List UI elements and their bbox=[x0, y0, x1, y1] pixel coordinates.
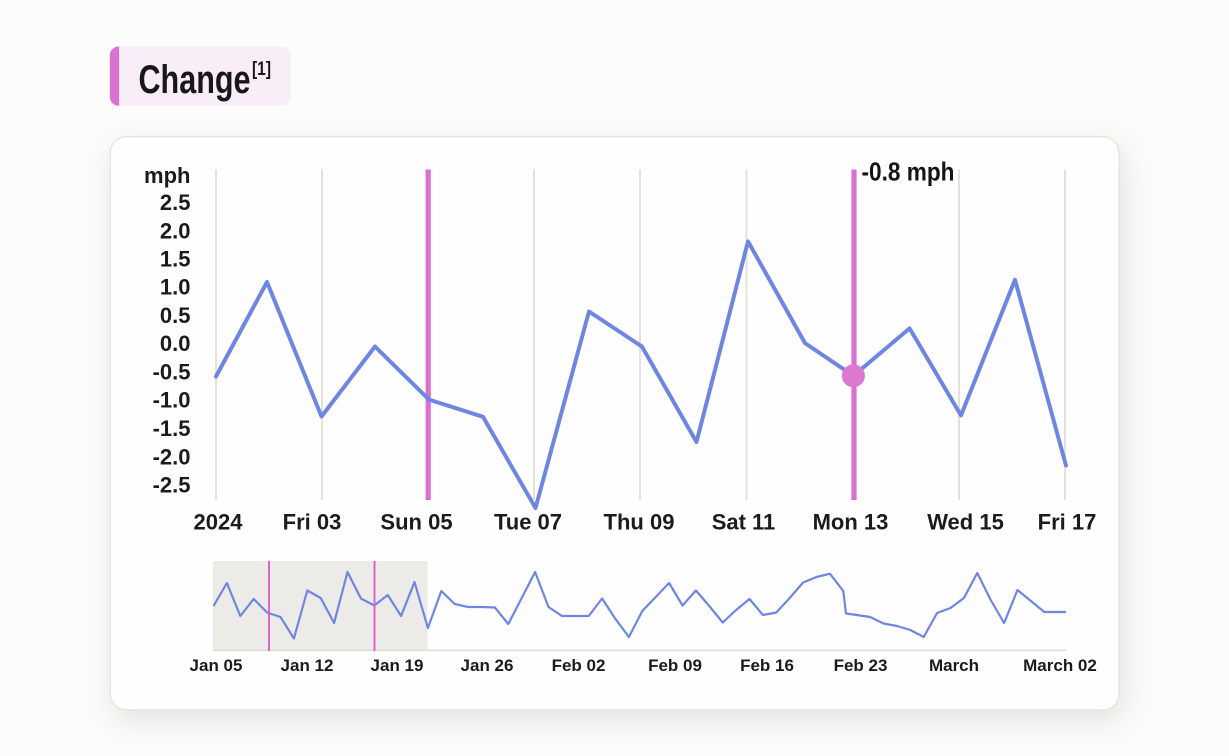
svg-text:-1.5: -1.5 bbox=[153, 416, 191, 441]
svg-text:-2.0: -2.0 bbox=[153, 444, 191, 469]
svg-text:Mon 13: Mon 13 bbox=[813, 510, 889, 535]
svg-text:Sat 11: Sat 11 bbox=[712, 510, 776, 535]
svg-text:Fri 17: Fri 17 bbox=[1038, 510, 1097, 535]
svg-text:0.0: 0.0 bbox=[160, 331, 191, 356]
svg-text:mph: mph bbox=[144, 163, 190, 188]
svg-text:-1.0: -1.0 bbox=[153, 388, 191, 413]
svg-text:Jan 05: Jan 05 bbox=[190, 656, 243, 675]
svg-text:Feb 02: Feb 02 bbox=[552, 656, 606, 675]
svg-text:0.5: 0.5 bbox=[160, 303, 191, 328]
svg-text:-2.5: -2.5 bbox=[153, 473, 191, 498]
svg-text:1.0: 1.0 bbox=[160, 275, 191, 300]
svg-text:1.5: 1.5 bbox=[160, 247, 191, 272]
svg-text:Change: Change bbox=[139, 58, 251, 102]
svg-text:Fri 03: Fri 03 bbox=[283, 510, 342, 535]
svg-text:Tue 07: Tue 07 bbox=[494, 510, 562, 535]
svg-text:[1]: [1] bbox=[252, 59, 271, 80]
svg-text:March: March bbox=[929, 656, 979, 675]
svg-text:Sun 05: Sun 05 bbox=[380, 510, 452, 535]
svg-text:Feb 16: Feb 16 bbox=[740, 656, 794, 675]
svg-text:Wed 15: Wed 15 bbox=[927, 510, 1004, 535]
svg-text:-0.8 mph: -0.8 mph bbox=[862, 157, 955, 187]
svg-text:Thu 09: Thu 09 bbox=[604, 510, 675, 535]
svg-text:Feb 23: Feb 23 bbox=[834, 656, 888, 675]
svg-text:Jan 26: Jan 26 bbox=[461, 656, 514, 675]
svg-text:March 02: March 02 bbox=[1023, 656, 1097, 675]
svg-text:Jan 12: Jan 12 bbox=[281, 656, 334, 675]
svg-text:2024: 2024 bbox=[194, 510, 244, 535]
svg-text:2.0: 2.0 bbox=[160, 218, 191, 243]
svg-text:-0.5: -0.5 bbox=[153, 359, 191, 384]
svg-text:Jan 19: Jan 19 bbox=[371, 656, 424, 675]
svg-text:2.5: 2.5 bbox=[160, 190, 191, 215]
svg-text:Feb 09: Feb 09 bbox=[648, 656, 702, 675]
